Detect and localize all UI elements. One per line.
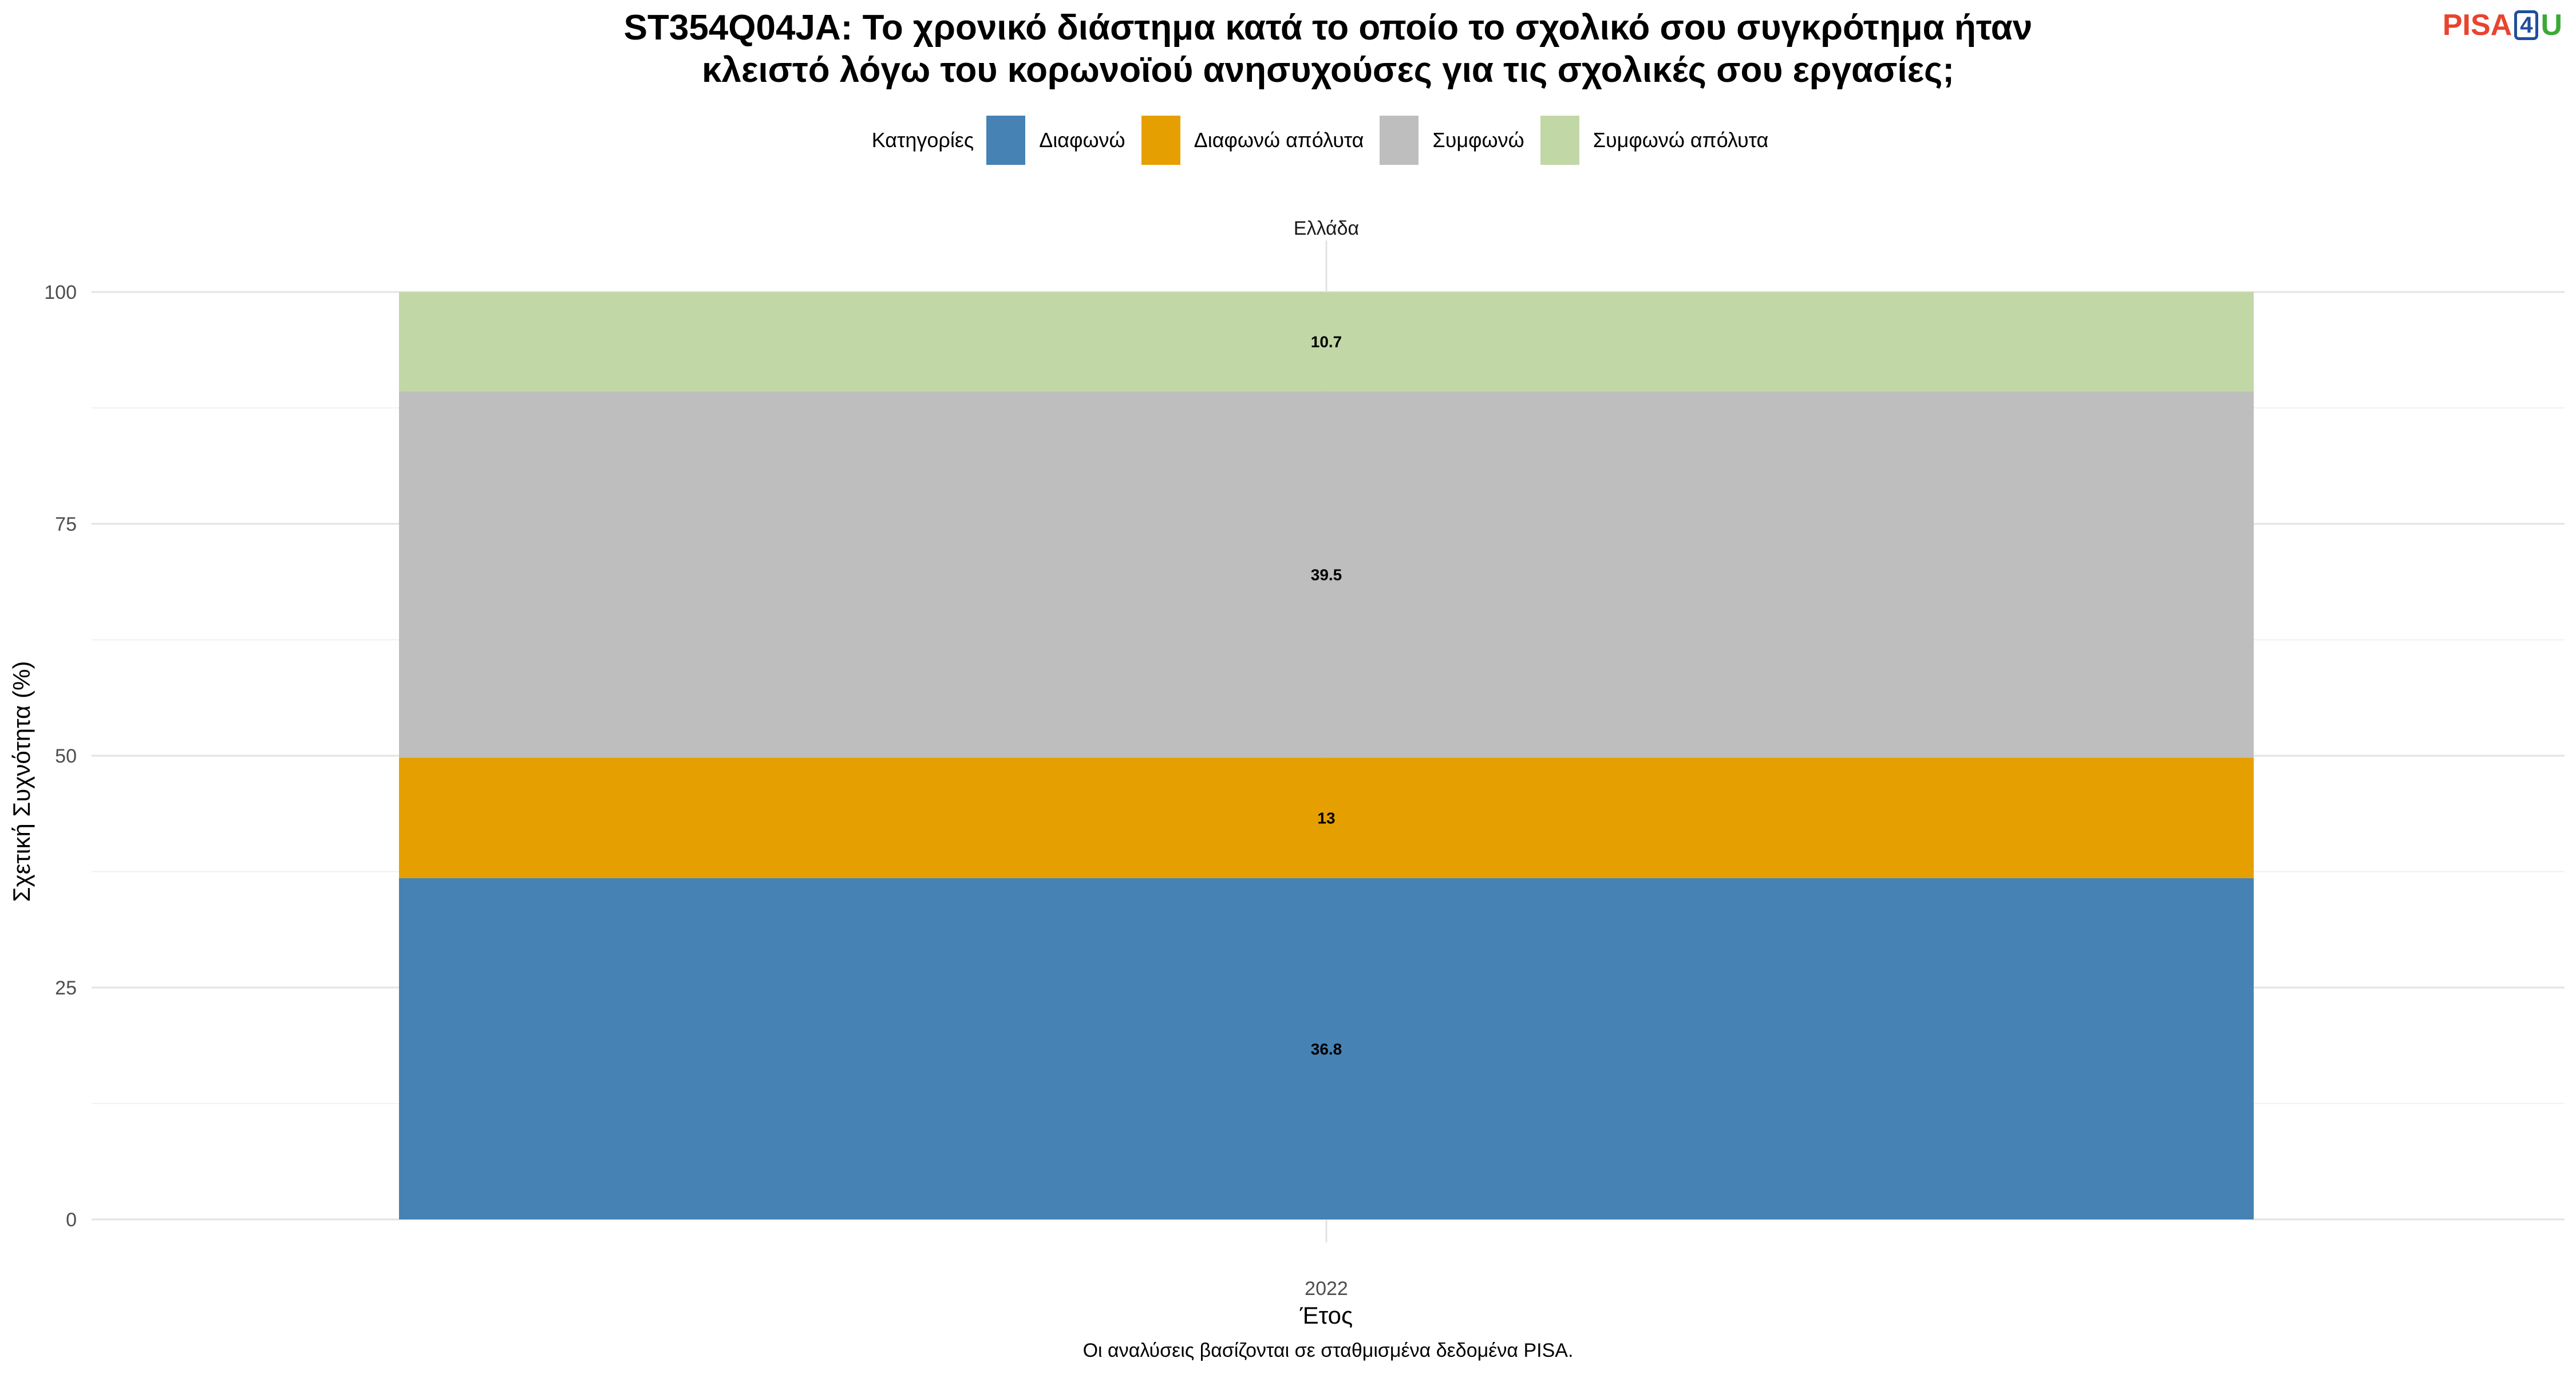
- y-tick-label: 75: [55, 514, 77, 535]
- legend-swatch: [986, 116, 1026, 165]
- y-tick-label: 50: [55, 745, 77, 767]
- y-axis-title: Σχετική Συχνότητα (%): [8, 661, 35, 902]
- legend-label: Συμφωνώ: [1432, 128, 1524, 152]
- legend-item-symfono-apolyta: Συμφωνώ απόλυτα: [1540, 116, 1769, 165]
- pisa4u-logo: PISA 4 U: [2443, 8, 2562, 42]
- x-tick-label: 2022: [1305, 1278, 1348, 1300]
- legend-title: Κατηγορίες: [871, 128, 974, 152]
- bar-segment: [399, 391, 2254, 758]
- legend-label: Διαφωνώ απόλυτα: [1194, 128, 1364, 152]
- data-labels: 36.8 13 39.5 10.7: [1311, 333, 1342, 1058]
- y-tick-label: 25: [55, 977, 77, 999]
- data-label: 39.5: [1311, 566, 1342, 583]
- legend-swatch: [1380, 116, 1419, 165]
- logo-part-3: U: [2541, 9, 2562, 42]
- legend-swatch: [1540, 116, 1579, 165]
- logo-part-2: 4: [2514, 10, 2539, 40]
- legend-item-diafono-apolyta: Διαφωνώ απόλυτα: [1141, 116, 1364, 165]
- legend: Κατηγορίες Διαφωνώ Διαφωνώ απόλυτα Συμφω…: [0, 116, 2576, 165]
- data-label: 36.8: [1311, 1040, 1342, 1058]
- x-axis-title: Έτος: [1299, 1302, 1353, 1329]
- legend-item-diafono: Διαφωνώ: [986, 116, 1125, 165]
- caption-note: Οι αναλύσεις βασίζονται σε σταθμισμένα δ…: [1082, 1340, 1574, 1361]
- legend-label: Συμφωνώ απόλυτα: [1593, 128, 1769, 152]
- facet-label: Ελλάδα: [1294, 218, 1359, 239]
- y-tick-label: 0: [66, 1209, 77, 1231]
- legend-swatch: [1141, 116, 1180, 165]
- bar-segment: [399, 878, 2254, 1219]
- chart-title-line-1: ST354Q04JA: Το χρονικό διάστημα κατά το …: [623, 8, 2033, 48]
- legend-label: Διαφωνώ: [1039, 128, 1125, 152]
- chart-title: ST354Q04JA: Το χρονικό διάστημα κατά το …: [0, 7, 2576, 92]
- bar-segment: [399, 757, 2254, 878]
- chart-title-line-2: κλειστό λόγω του κορωνοϊού ανησυχούσες γ…: [701, 50, 1955, 90]
- data-label: 10.7: [1311, 333, 1342, 351]
- legend-item-symfono: Συμφωνώ: [1380, 116, 1524, 165]
- bar-segments: [399, 292, 2254, 1219]
- bar-segment: [399, 292, 2254, 392]
- logo-part-1: PISA: [2442, 9, 2512, 42]
- y-tick-label: 100: [44, 282, 77, 303]
- data-label: 13: [1317, 810, 1335, 827]
